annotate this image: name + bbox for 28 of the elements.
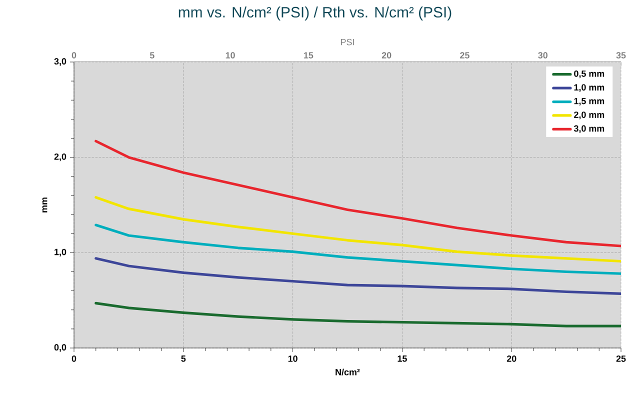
x2-axis-title: PSI [341,38,354,46]
x2-tick-label: 35 [616,52,626,58]
y-tick-label: 2,0 [54,154,66,162]
y-axis-title: mm [42,198,48,212]
x2-tick-label: 30 [538,52,548,58]
x2-tick-label: 25 [460,52,470,58]
x2-tick-label: 15 [304,52,314,58]
x-tick-label: 10 [288,356,298,362]
x-tick-label: 0 [72,356,76,362]
legend-label: 1,0 mm [574,84,604,92]
x2-tick-label: 5 [150,52,154,58]
x-tick-label: 5 [181,356,186,362]
y-tick-label: 1,0 [54,248,66,256]
x-tick-label: 25 [616,356,626,362]
y-tick-label: 3,0 [54,58,66,66]
chart-title: mm vs. N/cm² (PSI) / Rth vs. N/cm² (PSI) [178,6,452,20]
x2-tick-label: 10 [226,52,235,58]
legend-label: 0,5 mm [574,70,604,78]
legend-label: 1,5 mm [574,98,604,106]
y-tick-label: 0,0 [54,344,66,352]
legend-label: 3,0 mm [574,125,604,133]
x-axis-title: N/cm² [336,368,360,376]
legend-label: 2,0 mm [574,112,604,120]
x2-tick-label: 20 [382,52,392,58]
line-series [94,257,622,295]
x-tick-label: 20 [506,356,516,362]
x2-tick-label: 0 [72,52,76,58]
x-tick-label: 15 [398,356,407,362]
